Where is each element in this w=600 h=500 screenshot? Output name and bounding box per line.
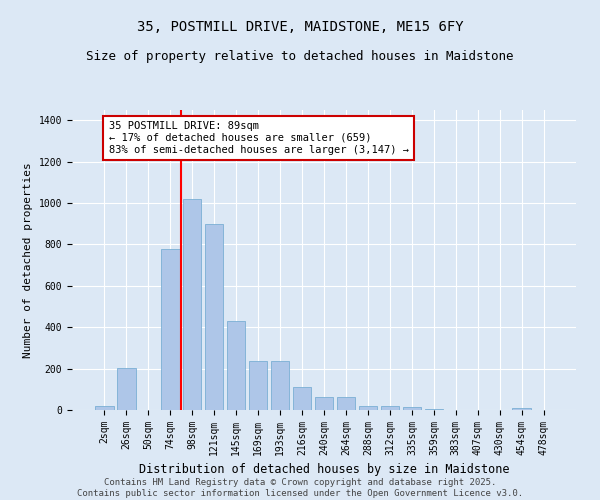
- Bar: [117, 368, 136, 410]
- Text: 35 POSTMILL DRIVE: 89sqm
← 17% of detached houses are smaller (659)
83% of semi-: 35 POSTMILL DRIVE: 89sqm ← 17% of detach…: [109, 122, 409, 154]
- Bar: [380, 406, 399, 410]
- Bar: [425, 409, 443, 410]
- Bar: [359, 406, 377, 410]
- Bar: [227, 321, 245, 410]
- Text: Contains HM Land Registry data © Crown copyright and database right 2025.
Contai: Contains HM Land Registry data © Crown c…: [77, 478, 523, 498]
- Text: Size of property relative to detached houses in Maidstone: Size of property relative to detached ho…: [86, 50, 514, 63]
- Bar: [95, 406, 113, 410]
- Bar: [403, 407, 421, 410]
- X-axis label: Distribution of detached houses by size in Maidstone: Distribution of detached houses by size …: [139, 464, 509, 476]
- Bar: [337, 396, 355, 410]
- Bar: [249, 362, 268, 410]
- Bar: [512, 408, 531, 410]
- Y-axis label: Number of detached properties: Number of detached properties: [23, 162, 33, 358]
- Bar: [183, 199, 202, 410]
- Bar: [314, 396, 334, 410]
- Bar: [293, 387, 311, 410]
- Bar: [161, 248, 179, 410]
- Bar: [205, 224, 223, 410]
- Bar: [271, 362, 289, 410]
- Text: 35, POSTMILL DRIVE, MAIDSTONE, ME15 6FY: 35, POSTMILL DRIVE, MAIDSTONE, ME15 6FY: [137, 20, 463, 34]
